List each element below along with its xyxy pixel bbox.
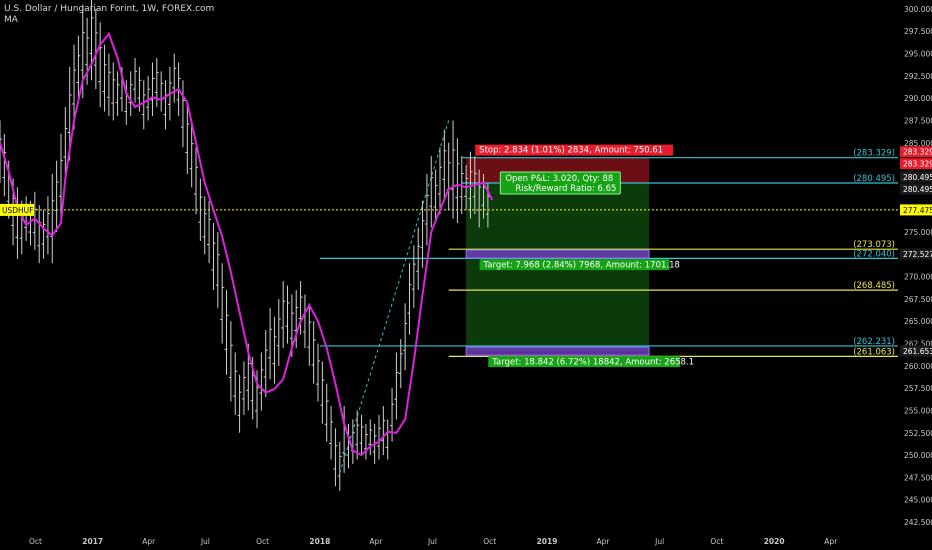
y-tick-label: 252.500: [904, 429, 932, 438]
x-tick-label: 2019: [537, 537, 558, 546]
level-label: (272.040): [853, 249, 895, 259]
y-tick-label: 255.000: [904, 406, 932, 415]
chart-header: U.S. Dollar / Hungarian Forint, 1W, FORE…: [4, 4, 214, 26]
price-tag-box: [900, 204, 932, 216]
level-label: (268.485): [853, 281, 895, 291]
y-tick-label: 247.500: [904, 473, 932, 482]
target2-label: Target: 18.842 (6.72%) 18842, Amount: 26…: [488, 356, 694, 368]
x-tick-label: Oct: [256, 537, 269, 546]
x-tick-label: Apr: [369, 537, 383, 546]
y-tick-label: 242.500: [904, 518, 932, 527]
price-tag-label: 283.329: [903, 148, 932, 157]
symbol-tag-box: [0, 203, 34, 216]
y-tick-label: 245.000: [904, 496, 932, 505]
level-label: (262.231): [853, 337, 895, 347]
symbol-tag: USDHUF: [0, 203, 34, 216]
x-tick-label: 2020: [764, 537, 785, 546]
price-tag-label: 280.495: [903, 173, 932, 182]
symbol-title: U.S. Dollar / Hungarian Forint, 1W, FORE…: [4, 4, 215, 14]
price-tag-box: [900, 345, 932, 357]
x-tick-label: Apr: [142, 537, 156, 546]
y-tick-label: 290.000: [904, 94, 932, 103]
y-tick-label: 265.000: [904, 317, 932, 326]
y-tick-label: 295.000: [904, 50, 932, 59]
stop-label-box: [475, 144, 674, 156]
x-tick-label: Apr: [597, 537, 611, 546]
target-box: [465, 346, 650, 356]
x-tick-label: 2017: [82, 537, 103, 546]
symbol-tag-label: USDHUF: [2, 206, 33, 215]
x-tick-label: 2018: [309, 537, 330, 546]
target1-label-box: [479, 259, 670, 271]
stop-label: Stop: 2.834 (1.01%) 2834, Amount: 750.61: [475, 144, 674, 156]
y-tick-label: 262.500: [904, 340, 932, 349]
price-tag-box: [900, 171, 932, 183]
level-label: (283.329): [853, 149, 895, 159]
price-tag-box: [900, 248, 932, 260]
x-tick-label: Jul: [427, 537, 437, 546]
y-tick-label: 275.000: [904, 228, 932, 237]
price-tag-label: 280.495: [903, 185, 932, 194]
y-tick-label: 270.000: [904, 273, 932, 282]
y-tick-label: 257.500: [904, 384, 932, 393]
x-tick-label: Oct: [29, 537, 42, 546]
y-tick-label: 285.000: [904, 139, 932, 148]
trend-line: [339, 120, 450, 474]
price-tag-label: 277.475: [903, 206, 932, 215]
ohlc-bars: [0, 0, 490, 491]
ma-line: [0, 31, 494, 457]
x-tick-label: Jul: [200, 537, 210, 546]
x-axis: Oct 2017 Apr Jul Oct 2018 Apr Jul Oct 2019 Apr Jul O…: [29, 537, 838, 546]
price-tags: 283.329 283.329 280.495 280.495 277.475 272.5…: [900, 146, 932, 357]
x-tick-label: Apr: [824, 537, 838, 546]
price-tag-label: 272.527: [903, 250, 932, 259]
price-tag-box: [900, 146, 932, 158]
price-tag-box: [900, 183, 932, 195]
level-label: (273.073): [853, 240, 895, 250]
rr-label-text: Risk/Reward Ratio: 6.65: [515, 184, 616, 194]
price-tag-label: 283.329: [903, 160, 932, 169]
y-tick-label: 297.500: [904, 27, 932, 36]
target1-label-text: Target: 7.968 (2.84%) 7968, Amount: 1701…: [483, 261, 680, 271]
target1-label: Target: 7.968 (2.84%) 7968, Amount: 1701…: [479, 259, 680, 271]
y-tick-label: 260.000: [904, 362, 932, 371]
level-label: (261.063): [853, 347, 895, 357]
level-label: (280.495): [853, 174, 895, 184]
target2-label-text: Target: 18.842 (6.72%) 18842, Amount: 26…: [491, 358, 694, 368]
x-tick-label: Oct: [710, 537, 723, 546]
target2-label-box: [488, 356, 681, 368]
price-tag-box: [900, 158, 932, 170]
y-tick-label: 267.500: [904, 295, 932, 304]
y-tick-label: 300.000: [904, 5, 932, 14]
price-tag-label: 261.653: [903, 347, 932, 356]
pnl-label-text: Open P&L: 3.020, Qty: 88: [505, 174, 613, 184]
stop-label-text: Stop: 2.834 (1.01%) 2834, Amount: 750.61: [479, 146, 663, 156]
y-tick-label: 250.000: [904, 451, 932, 460]
y-tick-label: 292.500: [904, 72, 932, 81]
pnl-label-box: [499, 171, 621, 195]
x-tick-label: Oct: [483, 537, 496, 546]
indicator-label: MA: [4, 15, 18, 25]
target-box: [465, 249, 650, 259]
y-tick-label: 287.500: [904, 116, 932, 125]
x-tick-label: Jul: [654, 537, 664, 546]
